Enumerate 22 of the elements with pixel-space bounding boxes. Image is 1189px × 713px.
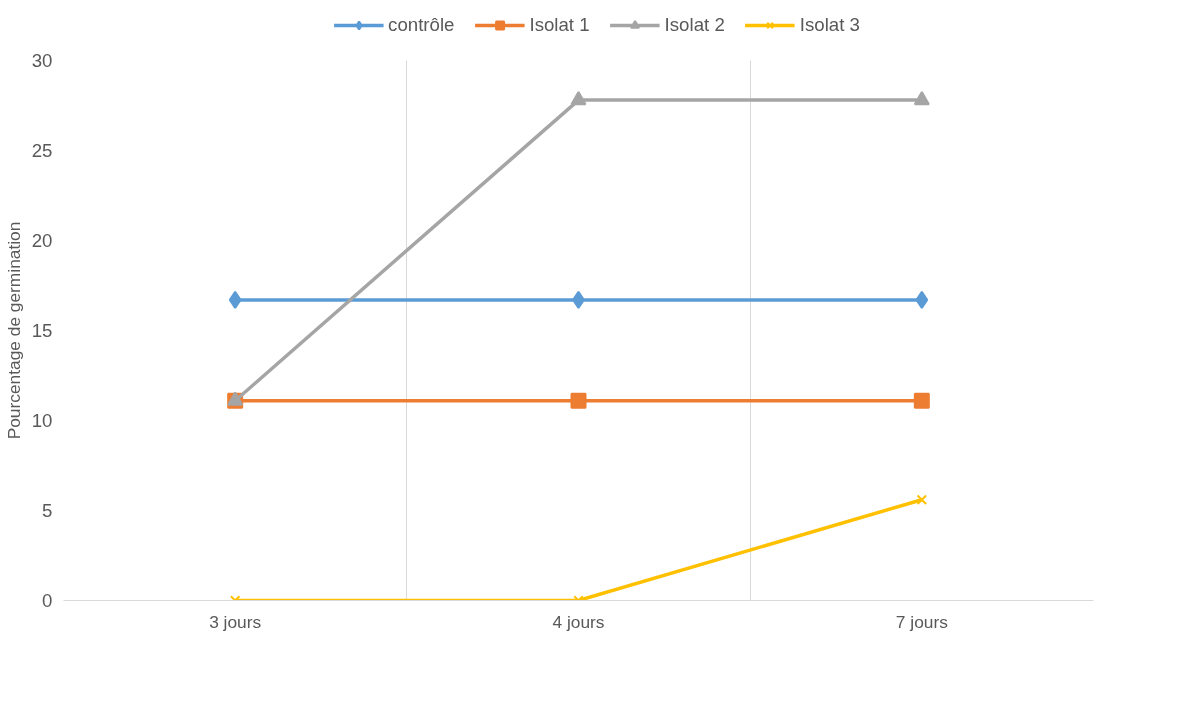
legend-label: Isolat 2 [664, 14, 725, 36]
y-tick-label: 25 [31, 140, 53, 161]
y-tick-label: 0 [42, 590, 53, 611]
y-tick-label: 20 [31, 230, 53, 251]
y-tick-label: 15 [31, 320, 53, 341]
x-tick-label: 3 jours [209, 611, 262, 632]
legend-label: contrôle [388, 14, 455, 36]
point [915, 290, 929, 309]
legend-label: Isolat 1 [529, 14, 590, 36]
point [916, 494, 928, 505]
y-tick-label: 5 [42, 500, 53, 521]
x-tick-label: 4 jours [552, 611, 605, 632]
point [913, 392, 930, 409]
y-tick-label: 30 [31, 50, 53, 71]
x-tick-label: 7 jours [895, 611, 949, 632]
y-tick-label: 10 [31, 410, 53, 431]
point [913, 91, 930, 106]
legend-label: Isolat 3 [799, 14, 860, 36]
y-axis-title: Pourcentage de germination [3, 221, 24, 440]
point [570, 392, 587, 409]
point [228, 290, 242, 309]
point [570, 91, 587, 106]
